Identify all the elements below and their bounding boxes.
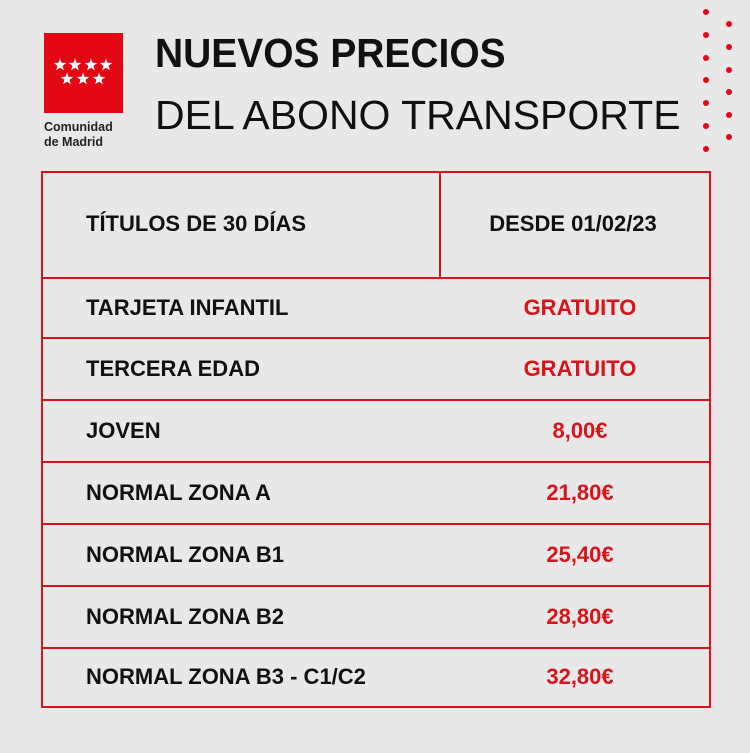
star: [92, 72, 106, 85]
row-price: 25,40€: [546, 542, 614, 567]
star: [76, 72, 90, 85]
row-label: NORMAL ZONA B2: [86, 604, 284, 629]
decor-dot: [726, 67, 732, 73]
star: [68, 58, 82, 71]
row-line: [41, 399, 711, 401]
decor-dot: [703, 9, 709, 15]
decor-dot: [726, 112, 732, 118]
star: [99, 58, 113, 71]
row-line: [41, 461, 711, 463]
row-label: NORMAL ZONA A: [86, 480, 271, 505]
decor-dot: [726, 21, 732, 27]
row-line: [41, 585, 711, 587]
row-label: NORMAL ZONA B3 - C1/C2: [86, 664, 366, 689]
decor-dot: [703, 146, 709, 152]
decor-dot: [703, 55, 709, 61]
decor-dot: [703, 32, 709, 38]
logo: [44, 33, 123, 113]
subtitle: DEL ABONO TRANSPORTE: [155, 92, 681, 138]
row-price: 8,00€: [552, 418, 608, 443]
column-divider: [439, 171, 441, 278]
star: [60, 72, 74, 85]
row-label: TARJETA INFANTIL: [86, 295, 289, 320]
row-line: [41, 337, 711, 339]
row-label: NORMAL ZONA B1: [86, 542, 284, 567]
row-price: GRATUITO: [523, 356, 637, 381]
row-price: 21,80€: [546, 480, 614, 505]
column-header: DESDE 01/02/23: [489, 211, 657, 236]
row-label: TERCERA EDAD: [86, 356, 260, 381]
decor-dot: [726, 89, 732, 95]
star: [84, 58, 98, 71]
decor-dot: [703, 123, 709, 129]
decor-dot: [703, 100, 709, 106]
row-price: 28,80€: [546, 604, 614, 629]
logo-stars: [53, 58, 113, 85]
star: [53, 58, 67, 71]
row-price: 32,80€: [546, 664, 614, 689]
row-line: [41, 523, 711, 525]
decor-dot: [703, 77, 709, 83]
row-price: GRATUITO: [523, 295, 637, 320]
logo-text: de Madrid: [44, 135, 104, 149]
decor-dot: [726, 44, 732, 50]
price-table: [41, 171, 711, 708]
decor-dot: [726, 134, 732, 140]
column-header: TÍTULOS DE 30 DÍAS: [86, 211, 307, 236]
row-line: [41, 647, 711, 649]
logo-text: Comunidad: [44, 120, 113, 134]
title: NUEVOS PRECIOS: [155, 30, 506, 76]
row-line: [41, 277, 711, 279]
row-label: JOVEN: [86, 418, 161, 443]
